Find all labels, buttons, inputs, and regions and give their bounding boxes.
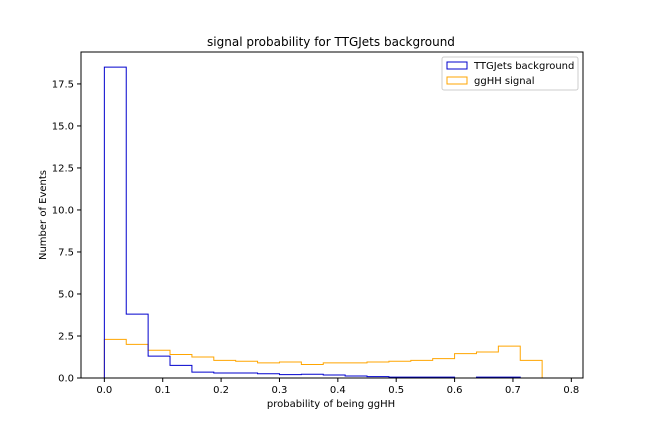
x-tick-label: 0.3 xyxy=(272,385,288,396)
x-axis-label: probability of being ggHH xyxy=(267,399,395,410)
x-tick-label: 0.5 xyxy=(388,385,404,396)
chart-title: signal probability for TTGJets backgroun… xyxy=(207,35,455,49)
y-tick-label: 7.5 xyxy=(58,247,74,258)
axes: 0.0 0.1 0.2 0.3 0.4 0.5 0.6 0.7 0.8 0.0 2.5 5.0 7.5 1… xyxy=(52,51,584,396)
x-tick-label: 0.8 xyxy=(563,385,579,396)
y-axis-label: Number of Events xyxy=(38,170,49,260)
y-tick-label: 0.0 xyxy=(58,374,74,385)
y-tick-label: 10.0 xyxy=(52,205,74,216)
x-tick-label: 0.0 xyxy=(96,385,112,396)
plot-area xyxy=(103,66,565,379)
legend-label-gghh-signal: ggHH signal xyxy=(474,76,535,87)
y-tick-label: 5.0 xyxy=(58,289,74,300)
legend-swatch-gghh-signal xyxy=(446,76,468,85)
x-tick-label: 0.2 xyxy=(213,385,229,396)
legend-label-ttgjets-background: TTGJets background xyxy=(473,61,574,72)
y-tick-label: 17.5 xyxy=(52,79,74,90)
legend-box xyxy=(441,56,579,91)
histogram-step-gghh-signal xyxy=(103,338,565,379)
y-tick-label: 15.0 xyxy=(52,121,74,132)
x-tick-label: 0.6 xyxy=(447,385,463,396)
y-tick-label: 12.5 xyxy=(52,163,74,174)
legend: TTGJets background ggHH signal xyxy=(441,56,579,91)
x-tick-label: 0.1 xyxy=(155,385,171,396)
y-tick-label: 2.5 xyxy=(58,331,74,342)
legend-swatch-ttgjets-background xyxy=(446,61,468,70)
x-tick-label: 0.4 xyxy=(330,385,346,396)
histogram-step-ttgjets-background xyxy=(103,66,521,379)
x-tick-label: 0.7 xyxy=(505,385,521,396)
axes-frame xyxy=(80,51,584,379)
